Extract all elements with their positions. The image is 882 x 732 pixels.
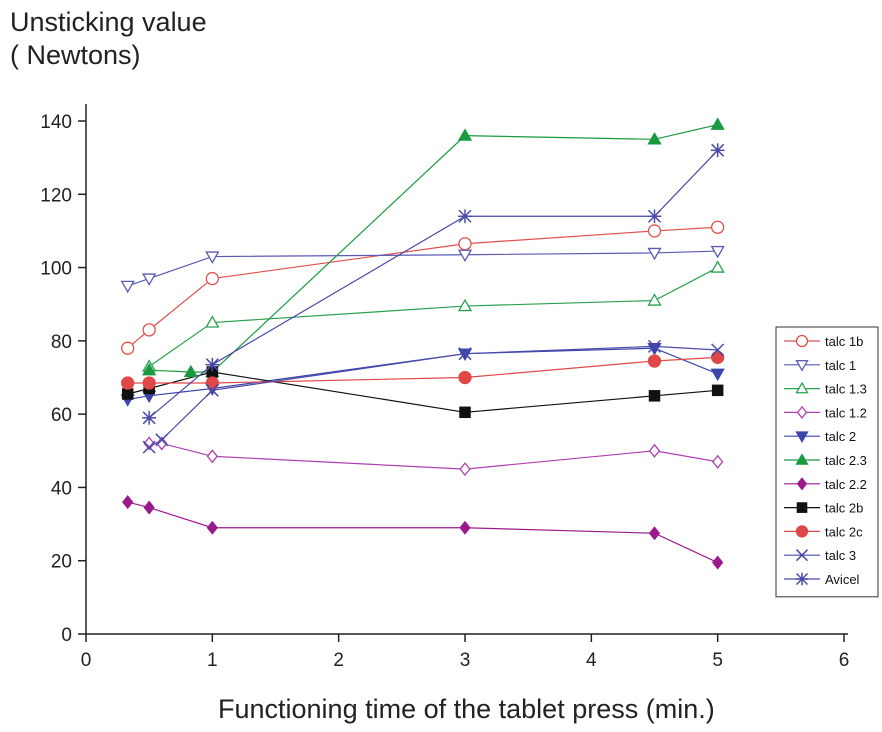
- data-point-talc-2b: [460, 407, 470, 417]
- legend-marker-avicel: [796, 573, 809, 586]
- x-tick-label: 4: [586, 650, 597, 671]
- y-tick-label: 60: [51, 405, 72, 426]
- data-point-talc-2b: [123, 389, 133, 399]
- data-point-talc-2c: [712, 351, 724, 363]
- series-points: [122, 119, 725, 569]
- series-line-talc-1-2: [149, 443, 718, 469]
- data-point-talc-1-3: [649, 295, 661, 306]
- series-lines: [128, 125, 718, 563]
- data-point-talc-1b: [712, 221, 724, 233]
- data-point-talc-2: [649, 344, 661, 355]
- y-tick-label: 120: [40, 185, 72, 206]
- legend-label-talc-2c: talc 2c: [825, 524, 863, 539]
- data-point-avicel: [648, 209, 662, 223]
- data-point-talc-1b: [122, 342, 134, 354]
- data-point-talc-2-2: [208, 522, 218, 534]
- data-point-talc-1b: [649, 225, 661, 237]
- data-point-talc-1: [143, 274, 155, 285]
- series-line-talc-1b: [128, 227, 718, 348]
- legend-label-talc-1: talc 1: [825, 358, 856, 373]
- data-point-talc-1-3: [712, 262, 724, 273]
- data-point-talc-2-3: [712, 119, 724, 130]
- series-line-talc-2-2: [128, 502, 718, 562]
- legend-label-talc-2-2: talc 2.2: [825, 477, 867, 492]
- legend-label-talc-1-2: talc 1.2: [825, 405, 867, 420]
- data-point-talc-2c: [206, 377, 218, 389]
- data-point-avicel: [142, 411, 156, 425]
- data-point-talc-2b: [649, 391, 659, 401]
- data-point-talc-2-2: [650, 527, 660, 539]
- legend-label-talc-1b: talc 1b: [825, 334, 863, 349]
- legend-marker-talc-2c: [797, 526, 808, 537]
- data-point-talc-1-2: [713, 456, 723, 468]
- y-tick-label: 140: [40, 112, 72, 133]
- data-point-avicel: [205, 358, 219, 372]
- y-tick-label: 20: [51, 552, 72, 573]
- data-point-avicel: [458, 209, 472, 223]
- series-line-talc-3: [149, 346, 718, 447]
- x-tick-label: 6: [839, 650, 850, 671]
- data-point-talc-1-2: [208, 450, 218, 462]
- data-point-talc-2: [712, 369, 724, 380]
- data-point-talc-1: [122, 281, 134, 292]
- data-point-talc-1: [649, 248, 661, 258]
- data-point-talc-2c: [649, 355, 661, 367]
- y-tick-label: 100: [40, 259, 72, 280]
- data-point-talc-1: [206, 252, 218, 263]
- legend-marker-talc-2b: [797, 503, 806, 512]
- data-point-talc-1-2: [460, 463, 470, 475]
- axes: 0 20 40 60 80 100 120 140 0 1 2 3 4 5 6: [40, 104, 849, 671]
- data-point-talc-2-2: [144, 502, 154, 514]
- data-point-talc-1-2: [650, 445, 660, 457]
- data-point-talc-2c: [143, 377, 155, 389]
- data-point-talc-2c: [122, 377, 134, 389]
- data-point-talc-1b: [143, 324, 155, 336]
- x-tick-label: 5: [712, 650, 723, 671]
- legend: talc 1b talc 1 talc 1.3 talc 1.2 talc 2 talc …: [776, 327, 878, 597]
- data-point-talc-1: [712, 247, 724, 258]
- legend-label-talc-2b: talc 2b: [825, 501, 863, 516]
- y-tick-label: 40: [51, 478, 72, 499]
- data-point-talc-1b: [206, 273, 218, 285]
- legend-label-talc-1-3: talc 1.3: [825, 382, 867, 397]
- x-tick-label: 2: [333, 650, 344, 671]
- data-point-talc-2-2: [123, 496, 133, 508]
- y-tick-label: 0: [61, 625, 72, 646]
- data-point-talc-2-3: [459, 130, 471, 141]
- data-point-talc-1-3: [459, 300, 471, 311]
- legend-label-talc-2-3: talc 2.3: [825, 453, 867, 468]
- data-point-talc-2c: [459, 372, 471, 384]
- data-point-talc-2-2: [713, 557, 723, 569]
- legend-label-avicel: Avicel: [825, 572, 860, 587]
- data-point-talc-1b: [459, 238, 471, 250]
- legend-label-talc-2: talc 2: [825, 429, 856, 444]
- legend-label-talc-3: talc 3: [825, 548, 856, 563]
- x-tick-label: 3: [460, 650, 471, 671]
- data-point-talc-2-2: [460, 522, 470, 534]
- data-point-talc-2b: [713, 385, 723, 395]
- x-tick-label: 0: [81, 650, 92, 671]
- y-tick-label: 80: [51, 332, 72, 353]
- data-point-avicel: [711, 143, 725, 157]
- data-point-talc-1: [459, 250, 471, 261]
- legend-marker-talc-1b: [797, 336, 808, 347]
- x-tick-label: 1: [207, 650, 218, 671]
